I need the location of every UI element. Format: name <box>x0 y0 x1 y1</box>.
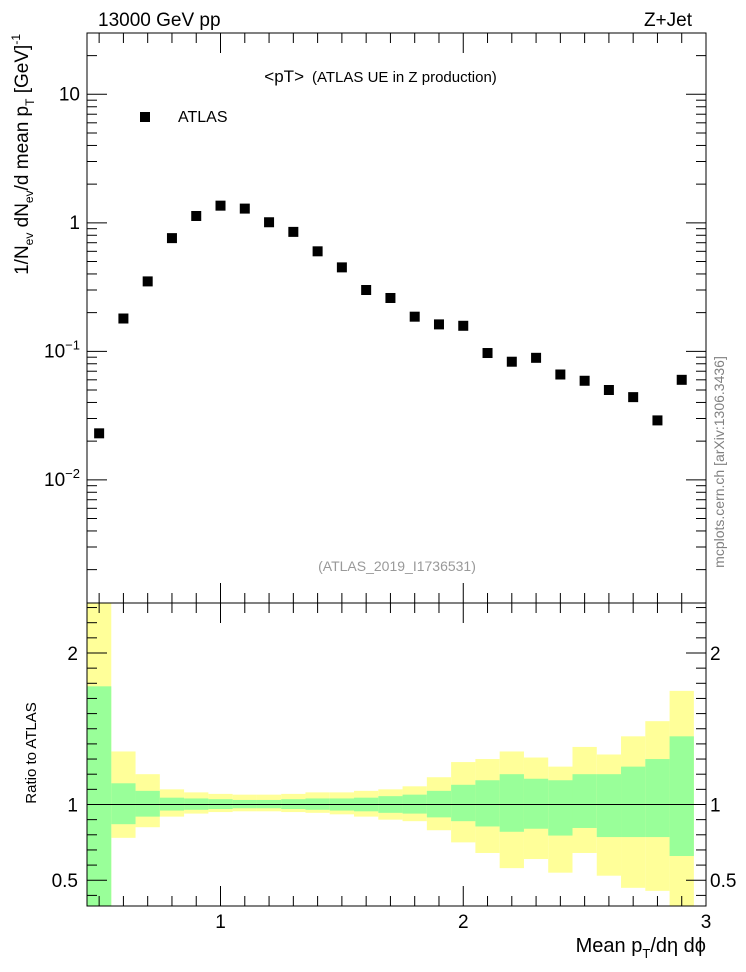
inner-band-bin <box>669 736 694 857</box>
main-y-tick-labels: 10−2 10−1 1 10 <box>44 84 80 491</box>
data-point <box>482 348 493 359</box>
main-y-ticks <box>87 32 706 571</box>
ratio-y-ticks <box>87 607 706 896</box>
data-point <box>142 276 153 287</box>
data-markers <box>94 200 687 439</box>
ratio-y-tick-label-right: 1 <box>710 795 721 816</box>
data-point <box>579 375 590 386</box>
data-point <box>361 285 372 296</box>
main-y-tick-label: 10−2 <box>44 466 80 491</box>
ratio-y-tick-label: 2 <box>67 644 78 665</box>
main-y-axis-label: 1/Nev dNev/d mean pT [GeV]-1 <box>9 34 37 275</box>
ratio-y-tick-label: 0.5 <box>52 871 78 892</box>
data-point <box>166 233 177 244</box>
analysis-id: (ATLAS_2019_I1736531) <box>318 558 476 574</box>
data-point <box>312 246 323 257</box>
x-tick-label: 2 <box>458 912 469 933</box>
data-point <box>628 392 639 403</box>
plot-title: <pT> <box>264 67 304 86</box>
plot-subtitle: (ATLAS UE in Z production) <box>312 69 497 86</box>
inner-band-bin <box>87 686 112 906</box>
ratio-plot: 0.5 0.5 1 1 2 2 1 2 3 Ratio to ATLAS Mean pT/dη… <box>23 602 737 961</box>
ratio-y-axis-label: Ratio to ATLAS <box>23 702 40 803</box>
ratio-y-tick-labels: 0.5 0.5 1 1 2 2 <box>52 644 737 892</box>
legend-marker <box>140 112 150 122</box>
inner-band-bin <box>475 780 500 827</box>
source-label: mcplots.cern.ch [arXiv:1306.3436] <box>711 356 727 568</box>
energy-label: 13000 GeV pp <box>98 10 221 31</box>
process-label: Z+Jet <box>644 10 693 31</box>
inner-band-bin <box>499 774 524 832</box>
data-point <box>676 374 687 385</box>
data-point <box>215 200 226 211</box>
main-plot: <pT> (ATLAS UE in Z production) ATLAS (A… <box>9 32 707 604</box>
inner-band-bin <box>451 784 476 822</box>
data-point <box>264 217 275 228</box>
main-plot-frame <box>86 32 707 604</box>
data-point <box>603 384 614 395</box>
main-y-tick-label: 10−1 <box>44 337 80 362</box>
x-tick-label: 3 <box>701 912 712 933</box>
data-point <box>531 352 542 363</box>
data-point <box>118 313 129 324</box>
inner-band-bin <box>596 774 622 838</box>
data-point <box>433 319 444 330</box>
data-point <box>458 320 469 331</box>
inner-band-bin <box>621 766 646 838</box>
x-axis-label: Mean pT/dη dϕ <box>576 935 706 961</box>
data-point <box>191 210 202 221</box>
inner-band-bin <box>523 778 549 829</box>
main-y-tick-label: 10 <box>59 84 80 105</box>
inner-band-bin <box>572 774 597 828</box>
data-point <box>506 356 517 367</box>
main-y-tick-label: 1 <box>69 213 80 234</box>
data-point <box>652 415 663 426</box>
main-x-ticks <box>98 33 707 603</box>
inner-band-bin <box>111 783 136 825</box>
data-point <box>555 369 566 380</box>
x-tick-labels: 1 2 3 <box>215 912 711 933</box>
inner-band-bin <box>135 790 160 817</box>
data-point <box>385 292 396 303</box>
data-point <box>288 226 299 237</box>
data-point <box>409 311 420 322</box>
ratio-y-tick-label-right: 0.5 <box>710 871 736 892</box>
ratio-x-ticks <box>98 603 707 906</box>
ratio-bands <box>87 603 694 906</box>
x-tick-label: 1 <box>215 912 226 933</box>
ratio-plot-frame <box>86 602 707 907</box>
inner-band-bin <box>548 780 573 836</box>
data-point <box>336 262 347 273</box>
inner-band-bin <box>645 759 670 838</box>
ratio-y-tick-label-right: 2 <box>710 644 721 665</box>
ratio-y-tick-label: 1 <box>67 795 78 816</box>
data-point <box>239 203 250 214</box>
legend: ATLAS <box>140 109 228 126</box>
data-point <box>94 428 105 439</box>
legend-label: ATLAS <box>178 109 228 126</box>
